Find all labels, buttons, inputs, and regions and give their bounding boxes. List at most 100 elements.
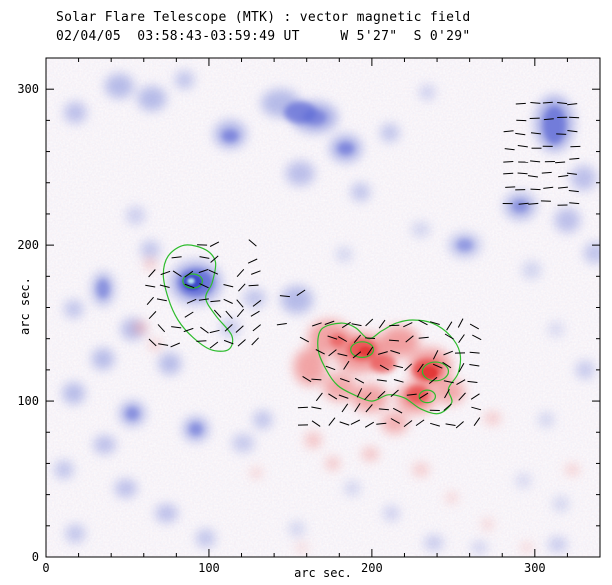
- vector-tick: [171, 256, 182, 259]
- vector-tick: [405, 335, 414, 343]
- polarity-blob: [65, 524, 86, 543]
- vector-tick: [159, 284, 170, 288]
- polarity-blob: [370, 354, 397, 373]
- vector-tick: [569, 157, 580, 160]
- vector-tick: [567, 130, 578, 133]
- polarity-blob: [293, 348, 327, 386]
- vector-tick: [325, 365, 336, 371]
- vector-tick: [196, 340, 207, 342]
- polarity-blob: [251, 468, 262, 478]
- polarity-blob: [93, 435, 117, 455]
- vector-tick: [213, 309, 222, 318]
- vector-tick: [339, 378, 350, 383]
- vector-tick: [352, 351, 362, 359]
- vector-tick: [248, 284, 259, 287]
- y-tick-label: 200: [17, 238, 39, 252]
- polarity-blob: [104, 73, 134, 99]
- vector-tick: [518, 202, 529, 205]
- polarity-blob: [538, 411, 555, 428]
- polarity-blob: [380, 326, 420, 358]
- vector-tick: [432, 363, 443, 369]
- vector-tick: [569, 202, 580, 205]
- polarity-blob: [554, 207, 581, 233]
- vector-tick: [224, 324, 233, 332]
- vector-tick: [515, 102, 526, 105]
- vector-tick: [248, 239, 257, 247]
- vector-tick: [223, 284, 234, 288]
- vector-tick: [503, 161, 514, 163]
- vector-tick: [557, 102, 568, 105]
- vector-tick: [341, 403, 349, 413]
- y-tick-label: 0: [32, 550, 39, 564]
- polarity-blob: [515, 472, 532, 489]
- vector-tick: [471, 406, 482, 411]
- vector-tick: [469, 351, 480, 354]
- polarity-blob: [231, 433, 255, 453]
- vector-tick: [235, 325, 244, 333]
- layer-negative-core-center: [187, 278, 195, 284]
- y-tick-label: 300: [17, 82, 39, 96]
- vector-tick: [517, 145, 528, 148]
- vector-tick: [148, 311, 157, 320]
- polarity-blob: [221, 129, 239, 143]
- polarity-blob: [195, 528, 216, 548]
- vector-tick: [210, 255, 219, 263]
- polarity-blob: [140, 240, 161, 260]
- vector-tick: [158, 343, 169, 346]
- polarity-blob: [484, 411, 501, 425]
- polarity-blob: [220, 318, 240, 338]
- polarity-blob: [410, 221, 431, 238]
- x-tick-label: 300: [524, 561, 546, 575]
- vector-tick: [443, 350, 453, 356]
- vector-tick: [469, 323, 480, 330]
- vector-tick: [567, 103, 578, 106]
- vector-tick: [365, 404, 373, 413]
- vector-tick: [530, 188, 541, 191]
- vector-tick: [473, 417, 481, 426]
- vector-tick: [338, 394, 349, 399]
- vector-tick: [530, 160, 541, 163]
- polarity-blob: [285, 160, 315, 186]
- polarity-blob: [63, 299, 84, 319]
- polarity-blob: [326, 457, 340, 470]
- figure-subtitle: 02/04/05 03:58:43-03:59:49 UT W 5'27" S …: [56, 29, 471, 44]
- vector-tick: [236, 308, 245, 318]
- vector-tick: [356, 388, 363, 398]
- vector-tick: [339, 421, 350, 426]
- vector-tick: [252, 299, 262, 307]
- vector-tick: [517, 172, 528, 175]
- vector-tick: [377, 390, 386, 399]
- polarity-blob: [542, 106, 566, 144]
- vector-tick: [148, 269, 156, 278]
- vector-tick: [443, 403, 452, 411]
- polarity-blob: [243, 288, 266, 308]
- vector-tick: [171, 326, 182, 329]
- polarity-blob: [552, 496, 570, 512]
- vector-tick: [530, 132, 541, 135]
- vector-tick: [366, 346, 374, 356]
- polarity-blob: [114, 479, 138, 498]
- vector-tick: [186, 298, 197, 304]
- vector-tick: [343, 360, 350, 370]
- vector-tick: [390, 350, 401, 354]
- vector-tick: [302, 375, 312, 383]
- vector-tick: [458, 334, 465, 343]
- vector-tick: [415, 419, 425, 427]
- vector-tick: [209, 241, 220, 247]
- polarity-blob: [189, 422, 203, 436]
- polarity-blob: [482, 519, 493, 529]
- vector-tick: [376, 379, 387, 382]
- vector-tick: [388, 339, 400, 342]
- vector-tick: [503, 172, 514, 175]
- vector-tick: [328, 417, 336, 426]
- vector-tick: [528, 202, 539, 205]
- polarity-blob: [435, 379, 465, 405]
- vector-tick: [311, 420, 321, 427]
- polarity-blob: [380, 123, 400, 143]
- polarity-blob: [570, 165, 597, 191]
- axes: [45, 57, 601, 558]
- x-tick-label: 0: [42, 561, 49, 575]
- vector-tick: [457, 318, 464, 328]
- polarity-blob: [125, 407, 139, 420]
